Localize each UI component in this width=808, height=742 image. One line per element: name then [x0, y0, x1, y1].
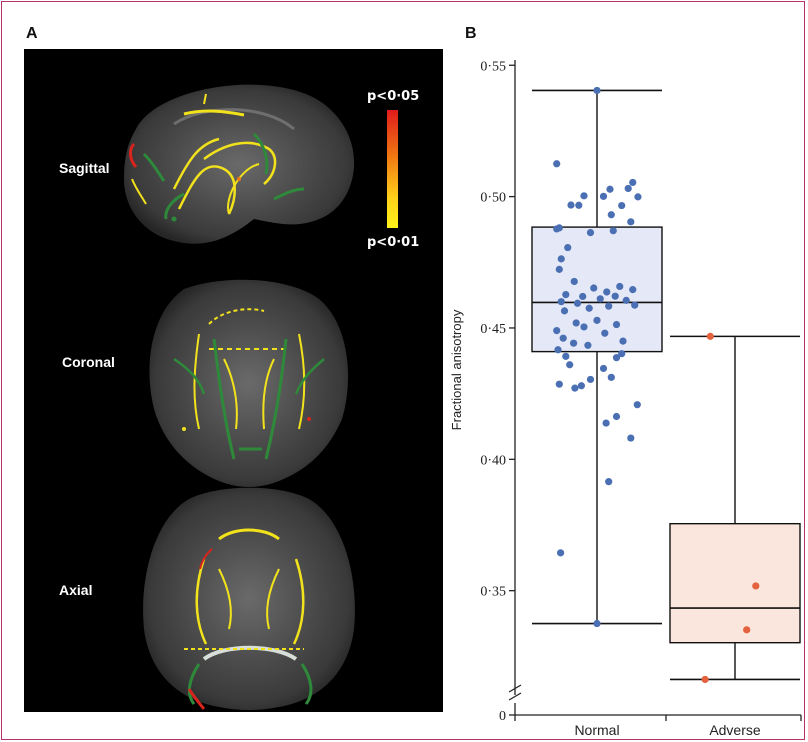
normal-data-point — [559, 334, 567, 342]
colorbar-bottom-label: p<0·01 — [367, 235, 420, 250]
normal-data-point — [567, 201, 575, 209]
normal-data-point — [612, 354, 621, 362]
normal-data-point — [622, 296, 630, 304]
normal-data-point — [624, 184, 632, 193]
normal-data-point — [605, 302, 613, 310]
view-label-sagittal: Sagittal — [59, 160, 110, 176]
normal-data-point — [599, 364, 608, 373]
normal-data-point — [593, 86, 601, 95]
normal-data-point — [572, 319, 580, 327]
normal-data-point — [577, 382, 586, 390]
normal-data-point — [573, 299, 582, 307]
normal-data-point — [609, 227, 617, 235]
panel-a-letter: A — [26, 25, 38, 42]
y-tick-label-1: 0·40 — [480, 453, 506, 468]
normal-data-point — [612, 412, 621, 421]
view-label-coronal: Coronal — [62, 354, 115, 370]
normal-data-point — [627, 434, 635, 442]
colorbar — [387, 110, 398, 228]
y-axis-label: Fractional anisotropy — [449, 309, 464, 430]
normal-data-point — [593, 316, 601, 324]
normal-data-point — [580, 323, 588, 331]
adverse-box — [669, 522, 801, 644]
brain-slices — [124, 84, 398, 710]
view-label-axial: Axial — [59, 582, 93, 598]
adverse-data-point — [743, 626, 751, 634]
normal-data-point — [570, 339, 578, 347]
adverse-data-point — [706, 332, 714, 340]
adverse-data-point — [752, 582, 760, 590]
normal-data-point — [634, 193, 642, 201]
normal-data-point — [590, 284, 598, 292]
normal-data-point — [618, 350, 626, 358]
y-tick-label-0: 0·35 — [480, 585, 506, 600]
colorbar-top-label: p<0·05 — [367, 89, 420, 104]
normal-data-point — [633, 401, 641, 409]
normal-data-point — [593, 619, 601, 628]
normal-data-point — [611, 292, 619, 300]
normal-data-point — [585, 304, 593, 312]
y-tick-label-4: 0·55 — [480, 59, 506, 74]
normal-data-point — [596, 295, 604, 303]
normal-data-point — [560, 307, 569, 315]
normal-data-point — [566, 361, 574, 369]
normal-data-point — [553, 225, 561, 233]
normal-data-point — [571, 384, 579, 392]
normal-data-point — [557, 298, 565, 306]
normal-data-point — [562, 352, 570, 360]
normal-data-point — [557, 549, 565, 557]
normal-data-point — [631, 301, 639, 309]
normal-data-point — [557, 255, 565, 263]
normal-data-point — [553, 160, 561, 168]
normal-data-point — [584, 341, 592, 349]
normal-data-point — [618, 201, 626, 210]
normal-data-point — [629, 286, 637, 294]
normal-data-point — [555, 380, 563, 388]
normal-data-point — [607, 211, 615, 219]
x-category-label-adverse: Adverse — [709, 722, 761, 738]
normal-data-point — [616, 282, 624, 291]
normal-data-point — [580, 192, 588, 200]
normal-data-point — [555, 265, 563, 273]
normal-data-point — [605, 478, 613, 486]
axis-break-mark-upper — [508, 684, 522, 693]
axis-break-mark-lower — [508, 692, 522, 701]
normal-data-point — [579, 292, 587, 301]
sagittal-slice — [124, 84, 355, 244]
normal-data-point — [619, 337, 627, 345]
normal-data-point — [612, 320, 621, 329]
brain-dti-panel: Sagittal Coronal Axial p<0·05 p<0·01 — [24, 49, 443, 712]
panel-b-letter: B — [465, 25, 477, 42]
coronal-slice — [149, 279, 349, 487]
normal-data-point — [599, 192, 608, 200]
normal-data-point — [586, 375, 595, 384]
normal-data-point — [562, 291, 570, 299]
normal-data-point — [606, 185, 614, 193]
normal-data-point — [553, 326, 561, 335]
normal-data-point — [586, 229, 595, 237]
normal-data-point — [601, 329, 609, 337]
y-tick-label-zero: 0 — [499, 709, 506, 724]
normal-data-point — [607, 373, 615, 381]
x-category-label-normal: Normal — [574, 722, 619, 738]
adverse-data-point — [701, 675, 709, 684]
normal-data-point — [627, 218, 635, 226]
axial-slice — [143, 487, 355, 710]
normal-data-point — [575, 201, 583, 209]
normal-data-point — [564, 243, 572, 252]
normal-data-point — [603, 288, 611, 296]
normal-data-point — [602, 419, 610, 427]
normal-data-point — [570, 277, 578, 286]
normal-data-point — [554, 346, 562, 354]
y-tick-label-2: 0·45 — [480, 322, 506, 337]
normal-data-point — [629, 178, 637, 187]
y-tick-label-3: 0·50 — [480, 191, 506, 206]
